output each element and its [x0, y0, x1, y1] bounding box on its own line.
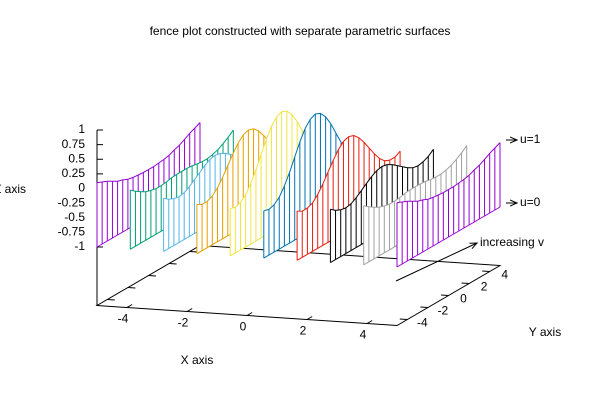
fence-top [396, 142, 501, 204]
y-tick-label: -2 [438, 304, 449, 318]
x-tick [366, 320, 373, 324]
y-tick [482, 270, 490, 272]
fence-top [297, 134, 401, 212]
annotation: u=1 [520, 132, 541, 146]
y-tick [399, 318, 408, 320]
x-axis-label: X axis [181, 353, 214, 367]
x-tick [186, 308, 193, 312]
fence-bottom [396, 206, 501, 268]
z-tick-label: -1 [74, 239, 85, 253]
plot-area: 10.750.50.250-0.25-0.5-0.75-1-4 -2 0 2 4-4-2… [58, 110, 508, 342]
z-tick-label: 0.5 [68, 151, 85, 165]
y-tick [169, 263, 177, 265]
fence-top [130, 129, 234, 193]
fence-top [363, 145, 468, 208]
annotation-arrow [395, 243, 477, 282]
y-tick-label: -4 [417, 316, 428, 330]
x-tick-label: 2 [300, 324, 307, 338]
z-tick-label: 0.25 [62, 166, 86, 180]
x-tick [246, 312, 253, 316]
z-tick-label: -0.5 [64, 210, 85, 224]
z-tick-label: 0 [78, 181, 85, 195]
z-tick-label: 0.75 [62, 137, 86, 151]
y-tick-label: 4 [501, 268, 508, 282]
annotation: increasing v [480, 235, 544, 249]
x-tick-label: 4 [360, 328, 367, 342]
z-tick-label: 1 [78, 122, 85, 136]
x-tick [126, 304, 133, 308]
y-tick [189, 251, 198, 253]
y-axis-label: Y axis [529, 325, 561, 339]
y-tick [461, 282, 470, 284]
x-tick-label: 0 [240, 320, 247, 334]
y-tick-label: 2 [481, 280, 488, 294]
x-tick-label: -2 [178, 316, 189, 330]
y-tick [148, 275, 157, 277]
y-tick [420, 306, 428, 308]
y-tick [107, 299, 115, 301]
z-axis-label: Z axis [0, 182, 26, 196]
z-tick-label: -0.25 [58, 195, 86, 209]
chart-title: fence plot constructed with separate par… [150, 24, 451, 38]
fence [396, 142, 501, 268]
y-tick [127, 287, 136, 289]
z-tick-label: -0.75 [58, 225, 86, 239]
y-tick-label: 0 [460, 292, 467, 306]
x-tick [306, 316, 313, 320]
base-border [95, 244, 502, 327]
y-tick [440, 294, 449, 296]
fence-top [96, 122, 201, 184]
x-tick-label: -4 [118, 312, 129, 326]
annotation: u=0 [520, 195, 541, 209]
fence-top [330, 149, 434, 211]
